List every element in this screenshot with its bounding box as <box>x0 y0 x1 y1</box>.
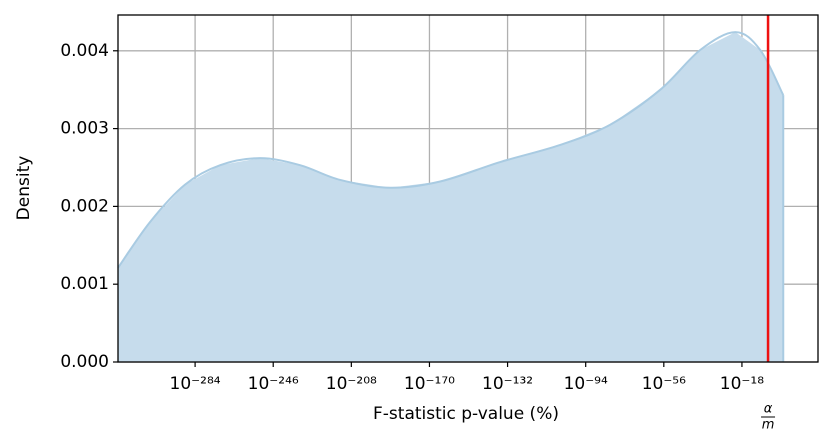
threshold-numerator: α <box>764 402 773 417</box>
x-tick-label: 10⁻²⁸⁴ <box>170 374 221 394</box>
x-tick-label: 10⁻²⁰⁸ <box>326 374 377 394</box>
y-tick-label: 0.004 <box>60 41 109 61</box>
x-tick-label: 10⁻¹³² <box>482 374 533 394</box>
density-line <box>117 31 785 269</box>
y-axis-label: Density <box>14 156 34 221</box>
x-tick-label: 10⁻¹⁸ <box>720 374 764 394</box>
y-tick-label: 0.000 <box>60 352 109 372</box>
x-tick-label: 10⁻⁵⁶ <box>642 374 686 394</box>
x-tick-label: 10⁻⁹⁴ <box>564 374 608 394</box>
x-tick-label: 10⁻¹⁷⁰ <box>404 374 455 394</box>
x-tick-label: 10⁻²⁴⁶ <box>248 374 299 394</box>
x-axis-label: F-statistic p-value (%) <box>373 404 559 424</box>
y-tick-label: 0.002 <box>60 196 109 216</box>
plot-frame <box>117 14 819 363</box>
density-area <box>118 32 784 363</box>
threshold-denominator: m <box>762 418 775 433</box>
y-tick-label: 0.003 <box>60 119 109 139</box>
y-tick-label: 0.001 <box>60 274 109 294</box>
